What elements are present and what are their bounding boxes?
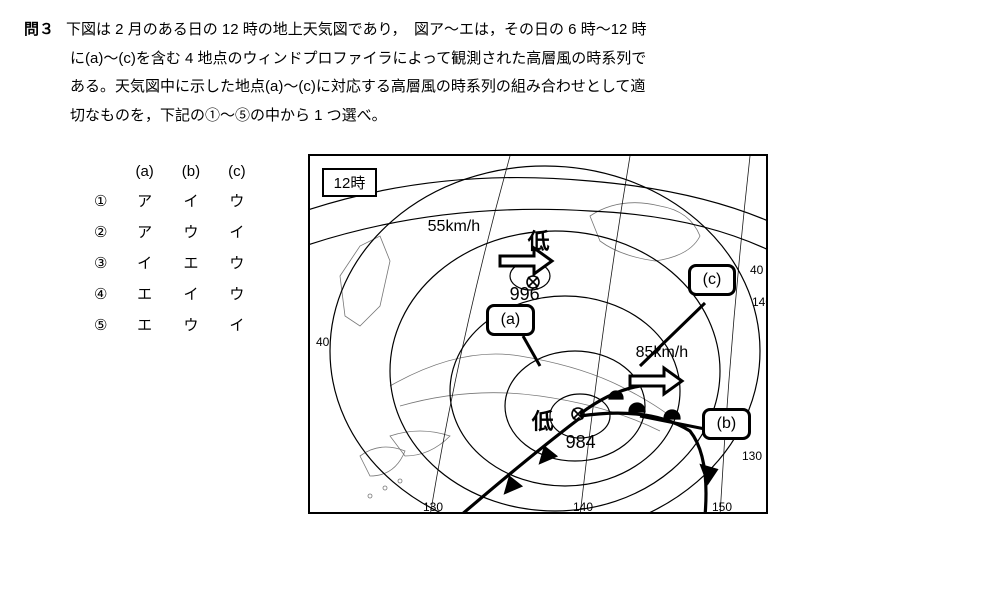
svg-text:140: 140 <box>752 295 768 309</box>
question-text-line2: に(a)〜(c)を含む 4 地点のウィンドプロファイラによって観測された高層風の… <box>24 45 961 74</box>
grid-labels: 130 140 150 130 140 40 40 <box>316 263 768 514</box>
map-low-lower: 低 <box>532 404 554 436</box>
map-pressure-lower: 984 <box>566 432 596 453</box>
option-cell: ウ <box>168 216 214 247</box>
callout-b: (b) <box>702 408 752 440</box>
option-cell: イ <box>168 278 214 309</box>
map-low-upper: 低 <box>528 224 550 256</box>
option-cell: イ <box>214 216 260 247</box>
question-text-line3: ある。天気図中に示した地点(a)〜(c)に対応する高層風の時系列の組み合わせとし… <box>24 73 961 102</box>
lower-row: (a) (b) (c) ① ア イ ウ ② ア ウ イ ③ イ エ ウ <box>24 154 961 514</box>
question-text-line1: 下図は 2 月のある日の 12 時の地上天気図であり， 図ア〜エは，その日の 6… <box>66 16 961 45</box>
question-block: 問３ 下図は 2 月のある日の 12 時の地上天気図であり， 図ア〜エは，その日… <box>24 16 961 514</box>
callout-c: (c) <box>688 264 737 296</box>
option-number: ⑤ <box>94 316 107 334</box>
isobars <box>310 166 768 514</box>
map-speed-lower: 85km/h <box>636 344 688 362</box>
table-row: ② ア ウ イ <box>80 216 260 247</box>
callout-a: (a) <box>486 304 536 336</box>
svg-text:140: 140 <box>573 500 593 514</box>
table-row: ⑤ エ ウ イ <box>80 309 260 340</box>
question-number: 問３ <box>24 16 54 45</box>
option-cell: ア <box>121 216 167 247</box>
weather-map-svg: 130 140 150 130 140 40 40 <box>310 156 768 514</box>
map-time-label: 12時 <box>322 168 378 197</box>
option-cell: エ <box>168 247 214 278</box>
svg-text:130: 130 <box>423 500 443 514</box>
question-header-row: 問３ 下図は 2 月のある日の 12 時の地上天気図であり， 図ア〜エは，その日… <box>24 16 961 45</box>
option-cell: エ <box>121 278 167 309</box>
map-pressure-upper: 996 <box>510 284 540 305</box>
svg-text:40: 40 <box>750 263 764 277</box>
svg-text:150: 150 <box>712 500 732 514</box>
option-cell: ア <box>121 185 167 216</box>
option-number: ② <box>94 223 107 241</box>
table-row: ④ エ イ ウ <box>80 278 260 309</box>
option-number: ① <box>94 192 107 210</box>
map-speed-upper: 55km/h <box>428 218 480 236</box>
option-cell: ウ <box>214 278 260 309</box>
option-cell: ウ <box>214 247 260 278</box>
table-row: ① ア イ ウ <box>80 185 260 216</box>
svg-text:130: 130 <box>742 449 762 463</box>
option-cell: イ <box>214 309 260 340</box>
option-cell: エ <box>121 309 167 340</box>
option-number: ③ <box>94 254 107 272</box>
option-number: ④ <box>94 285 107 303</box>
option-cell: ウ <box>214 185 260 216</box>
option-cell: ウ <box>168 309 214 340</box>
options-header-b: (b) <box>168 158 214 185</box>
weather-map: 12時 <box>308 154 768 514</box>
svg-text:40: 40 <box>316 335 330 349</box>
options-header-a: (a) <box>121 158 167 185</box>
question-text-line4: 切なものを，下記の①〜⑤の中から 1 つ選べ。 <box>24 102 961 131</box>
option-cell: イ <box>168 185 214 216</box>
options-header-c: (c) <box>214 158 260 185</box>
options-table: (a) (b) (c) ① ア イ ウ ② ア ウ イ ③ イ エ ウ <box>80 158 260 340</box>
options-header-row: (a) (b) (c) <box>80 158 260 185</box>
table-row: ③ イ エ ウ <box>80 247 260 278</box>
option-cell: イ <box>121 247 167 278</box>
